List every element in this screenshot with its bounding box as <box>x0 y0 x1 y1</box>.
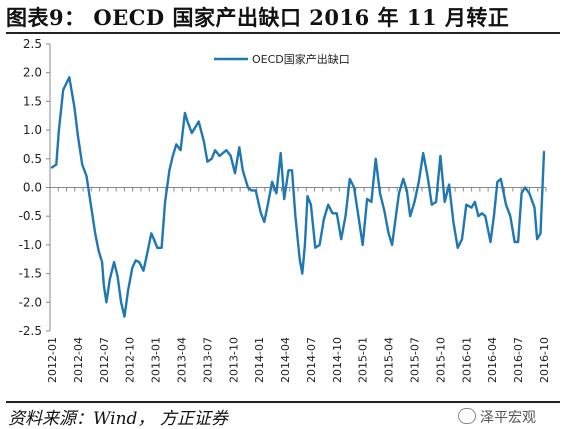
x-tick-label: 2014-07 <box>305 337 318 383</box>
x-tick-label: 2013-10 <box>227 337 240 383</box>
y-tick-label: 0.0 <box>23 181 42 195</box>
x-tick-label: 2014-10 <box>331 337 344 383</box>
x-tick-label: 2016-01 <box>460 337 473 383</box>
y-tick-label: 1.5 <box>23 94 42 108</box>
y-tick-label: 2.0 <box>23 66 42 80</box>
chart-title: 图表9： OECD 国家产出缺口 2016 年 11 月转正 <box>6 5 510 30</box>
watermark: 泽平宏观 <box>458 407 536 427</box>
x-tick-label: 2013-07 <box>201 337 214 383</box>
x-tick-label: 2016-10 <box>538 337 551 383</box>
x-tick-label: 2014-04 <box>279 337 292 383</box>
y-tick-label: -2.5 <box>19 324 42 338</box>
x-tick-label: 2012-07 <box>98 337 111 383</box>
y-tick-label: 0.5 <box>23 152 42 166</box>
y-tick-label: -2.0 <box>19 295 42 309</box>
x-tick-label: 2015-04 <box>383 337 396 383</box>
x-tick-label: 2013-01 <box>150 337 163 383</box>
x-tick-label: 2015-01 <box>357 337 370 383</box>
footer-rule <box>6 401 560 403</box>
y-tick-label: -1.5 <box>19 267 42 281</box>
x-tick-label: 2015-07 <box>409 337 422 383</box>
x-tick-label: 2016-07 <box>512 337 525 383</box>
x-tick-label: 2016-04 <box>486 337 499 383</box>
y-tick-label: 2.5 <box>23 37 42 51</box>
x-tick-label: 2015-10 <box>434 337 447 383</box>
legend-label: OECD国家产出缺口 <box>252 52 350 66</box>
watermark-label: 泽平宏观 <box>480 410 536 426</box>
x-tick-label: 2014-01 <box>253 337 266 383</box>
y-tick-label: 1.0 <box>23 123 42 137</box>
line-chart: 2.5 2.0 1.5 1.0 0.5 0.0 -0.5 -1.0 -1.5 -2.0 -2.5 20… <box>19 37 551 383</box>
x-tick-label: 2012-01 <box>46 337 59 383</box>
source-note: 资料来源：Wind， 方正证券 <box>8 409 228 429</box>
x-tick-label: 2012-04 <box>72 337 85 383</box>
x-tick-label: 2012-10 <box>124 337 137 383</box>
series-line <box>50 76 546 318</box>
y-tick-label: -0.5 <box>19 209 42 223</box>
x-tick-label: 2013-04 <box>175 337 188 383</box>
title-rule <box>6 32 560 34</box>
wechat-icon <box>458 408 476 424</box>
y-tick-label: -1.0 <box>19 238 42 252</box>
